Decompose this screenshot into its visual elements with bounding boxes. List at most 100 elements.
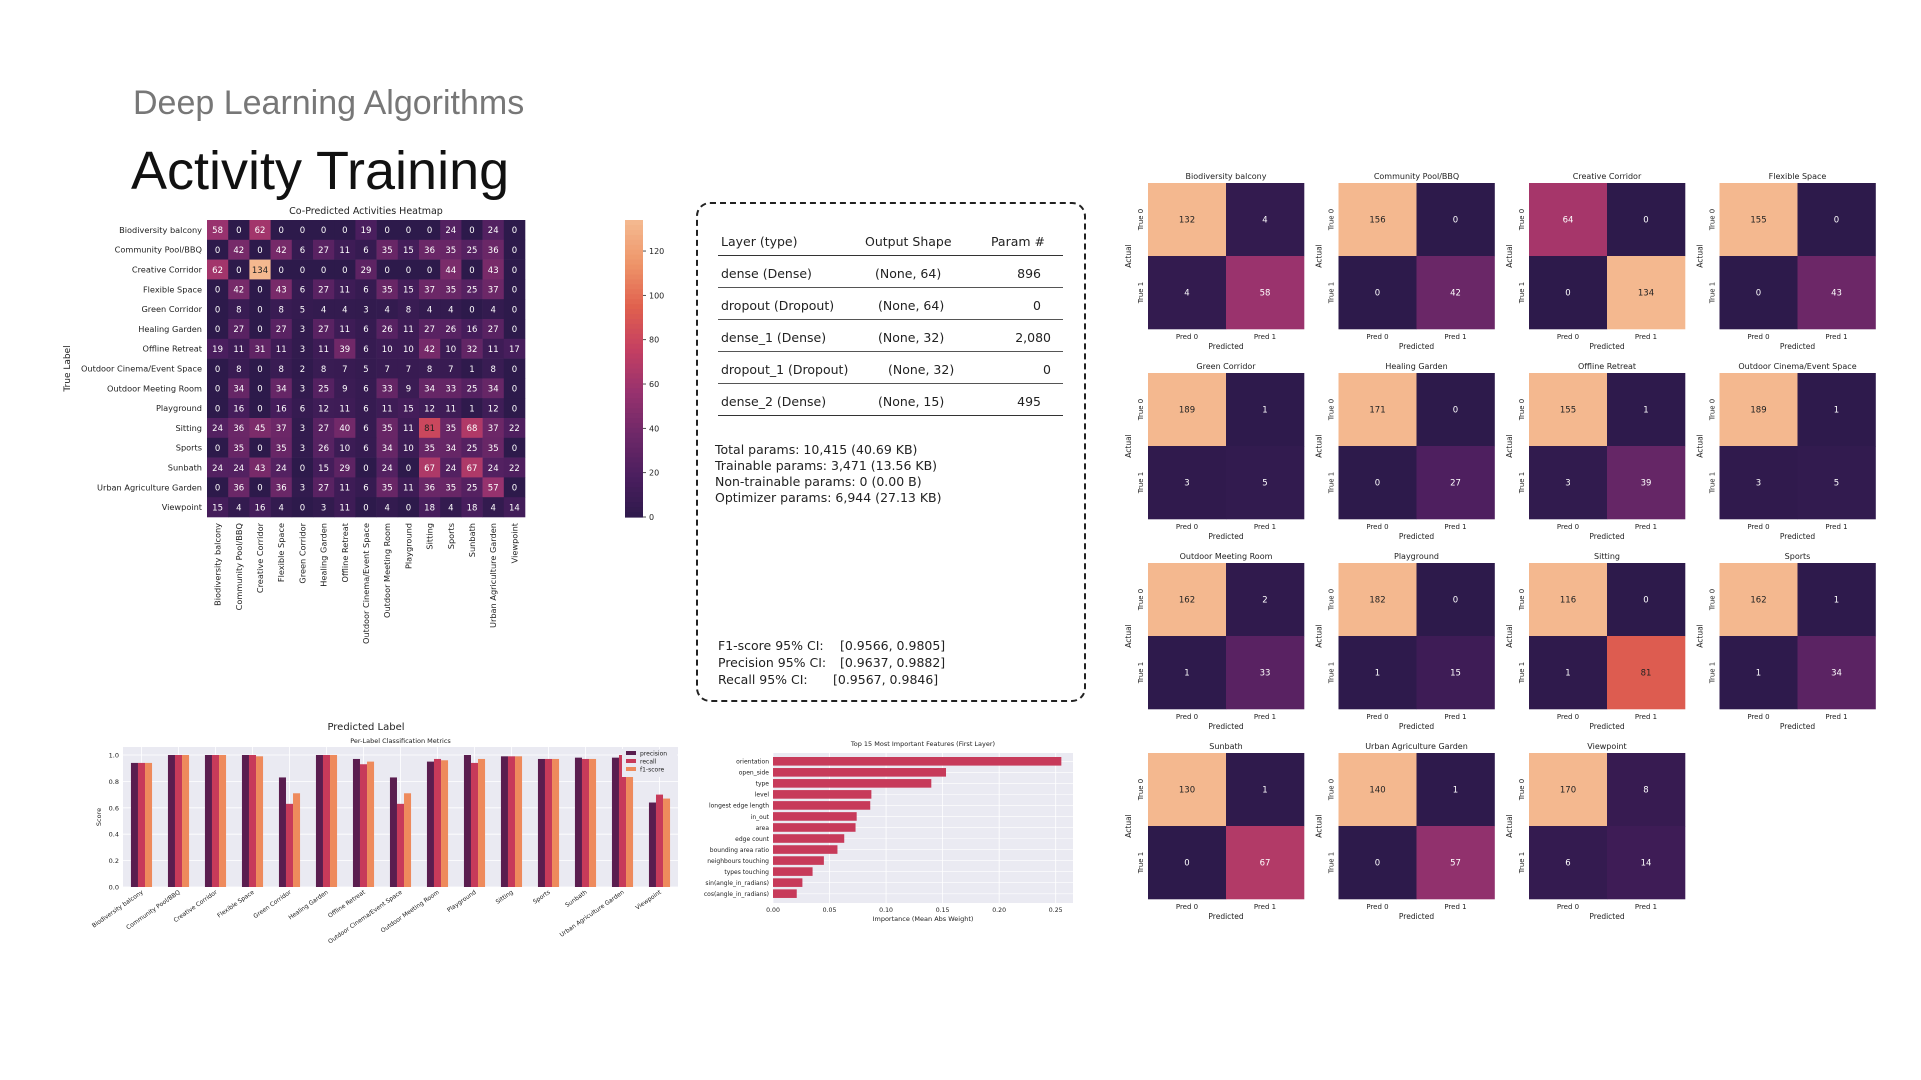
heatmap-cell bbox=[334, 299, 356, 320]
heatmap-cell-value: 0 bbox=[215, 385, 220, 395]
heatmap-cell bbox=[291, 259, 314, 280]
heatmap-cell-value: 43 bbox=[255, 464, 266, 474]
heatmap-cell-value: 16 bbox=[276, 404, 287, 414]
metrics-bar bbox=[182, 755, 190, 887]
cm-cell-value: 1 bbox=[1453, 786, 1458, 796]
heatmap-cell bbox=[376, 338, 399, 359]
heatmap-cell bbox=[207, 477, 229, 498]
heatmap-cell-value: 0 bbox=[300, 503, 305, 513]
heatmap-cell-value: 25 bbox=[467, 444, 478, 454]
heatmap-cell-value: 0 bbox=[512, 325, 517, 335]
heatmap-cell bbox=[228, 398, 250, 419]
colorbar-segment bbox=[625, 304, 643, 310]
cm-col-label: Pred 1 bbox=[1444, 333, 1466, 341]
heatmap-cell bbox=[249, 378, 271, 399]
heatmap-cell bbox=[228, 259, 250, 280]
heatmap-cell-value: 0 bbox=[300, 266, 305, 276]
cm-cell-value: 1 bbox=[1834, 596, 1839, 606]
colorbar-segment bbox=[625, 507, 643, 513]
cm-col-label: Pred 1 bbox=[1254, 713, 1276, 721]
cm-cell-value: 2 bbox=[1262, 596, 1267, 606]
heatmap-cell-value: 0 bbox=[215, 286, 220, 296]
heatmap-cell-value: 5 bbox=[363, 365, 368, 375]
heatmap-cell-value: 42 bbox=[233, 246, 244, 256]
metrics-bar bbox=[137, 762, 146, 887]
cm-cell bbox=[1338, 826, 1417, 900]
legend-label: precision bbox=[640, 751, 667, 758]
ci-precision-label: Precision 95% CI: bbox=[718, 655, 827, 670]
heatmap-cell-value: 34 bbox=[276, 385, 287, 395]
heatmap-cell bbox=[440, 358, 462, 379]
heatmap-cell-value: 3 bbox=[300, 424, 305, 434]
heatmap-cell bbox=[419, 457, 441, 478]
heatmap-cell-value: 6 bbox=[363, 345, 368, 355]
heatmap-cell-value: 12 bbox=[424, 404, 435, 414]
heatmap-title: Co-Predicted Activities Heatmap bbox=[289, 206, 443, 217]
colorbar-segment bbox=[625, 274, 643, 280]
cm-cell bbox=[1416, 636, 1495, 710]
cm-cell bbox=[1148, 636, 1227, 710]
cm-cell-value: 0 bbox=[1565, 289, 1570, 299]
metrics-bar bbox=[367, 761, 375, 887]
heatmap-cell bbox=[419, 338, 441, 359]
cm-cell-value: 162 bbox=[1179, 596, 1195, 606]
metrics-ytick-label: 0.0 bbox=[109, 884, 119, 892]
heatmap-col-label: Outdoor Cinema/Event Space bbox=[361, 523, 371, 644]
heatmap-cell-value: 25 bbox=[318, 385, 329, 395]
cm-cell-value: 134 bbox=[1638, 289, 1654, 299]
features-xtick-label: 0.10 bbox=[879, 907, 893, 914]
heatmap-cell-value: 0 bbox=[512, 385, 517, 395]
metrics-bar bbox=[478, 758, 486, 887]
heatmap-col-label: Community Pool/BBQ bbox=[234, 523, 244, 610]
heatmap-cell bbox=[207, 259, 229, 280]
cm-cell-value: 8 bbox=[1643, 786, 1648, 796]
heatmap-cell bbox=[228, 378, 250, 399]
heatmap-cell bbox=[376, 418, 399, 439]
layer-name: dropout (Dropout) bbox=[721, 298, 835, 313]
heatmap-cell bbox=[313, 457, 335, 478]
legend-label: f1-score bbox=[640, 767, 665, 774]
colorbar-segment bbox=[625, 229, 643, 236]
colorbar-segment bbox=[625, 259, 643, 266]
heatmap-cell-value: 27 bbox=[318, 286, 329, 296]
cm-cell-value: 4 bbox=[1184, 289, 1189, 299]
heatmap-cell bbox=[207, 398, 229, 419]
heatmap-cell bbox=[355, 477, 377, 498]
heatmap-cell-value: 81 bbox=[424, 424, 435, 434]
cm-cell bbox=[1338, 373, 1417, 447]
heatmap-cell bbox=[503, 418, 526, 439]
heatmap-cell-value: 45 bbox=[255, 424, 266, 434]
heatmap-cell-value: 11 bbox=[339, 325, 350, 335]
cm-cell-value: 1 bbox=[1262, 406, 1267, 416]
cm-cell bbox=[1719, 636, 1798, 710]
heatmap-cell-value: 8 bbox=[236, 305, 241, 315]
cm-title: Sunbath bbox=[1209, 742, 1242, 751]
heatmap-cell-value: 24 bbox=[212, 424, 223, 434]
layer-params: 896 bbox=[1017, 266, 1041, 281]
metrics-bar bbox=[515, 756, 523, 887]
metrics-bar bbox=[389, 777, 397, 887]
cm-row-label: True 1 bbox=[1328, 472, 1336, 495]
heatmap-cell-value: 8 bbox=[278, 305, 283, 315]
heatmap-cell-value: 11 bbox=[445, 404, 456, 414]
metrics-bar bbox=[352, 758, 360, 887]
heatmap-row-label: Green Corridor bbox=[141, 304, 202, 314]
cm-col-label: Pred 1 bbox=[1635, 333, 1657, 341]
colorbar-segment bbox=[625, 264, 643, 271]
colorbar-segment bbox=[625, 319, 643, 325]
cm-cell bbox=[1416, 183, 1495, 257]
cm-cell-value: 34 bbox=[1831, 669, 1842, 679]
heatmap-cell-value: 0 bbox=[512, 444, 517, 454]
cm-cell-value: 5 bbox=[1834, 479, 1839, 489]
heatmap-cell-value: 37 bbox=[488, 286, 499, 296]
heatmap-cell bbox=[291, 398, 314, 419]
heatmap-cell-value: 10 bbox=[339, 444, 350, 454]
heatmap-cell-value: 25 bbox=[467, 484, 478, 494]
heatmap-cell-value: 0 bbox=[257, 444, 262, 454]
heatmap-cell-value: 11 bbox=[339, 404, 350, 414]
heatmap-cell-value: 3 bbox=[300, 325, 305, 335]
cm-cell bbox=[1148, 563, 1227, 637]
feature-bar bbox=[773, 757, 1062, 766]
cm-cell-value: 57 bbox=[1450, 859, 1461, 869]
heatmap-cell bbox=[482, 418, 505, 439]
